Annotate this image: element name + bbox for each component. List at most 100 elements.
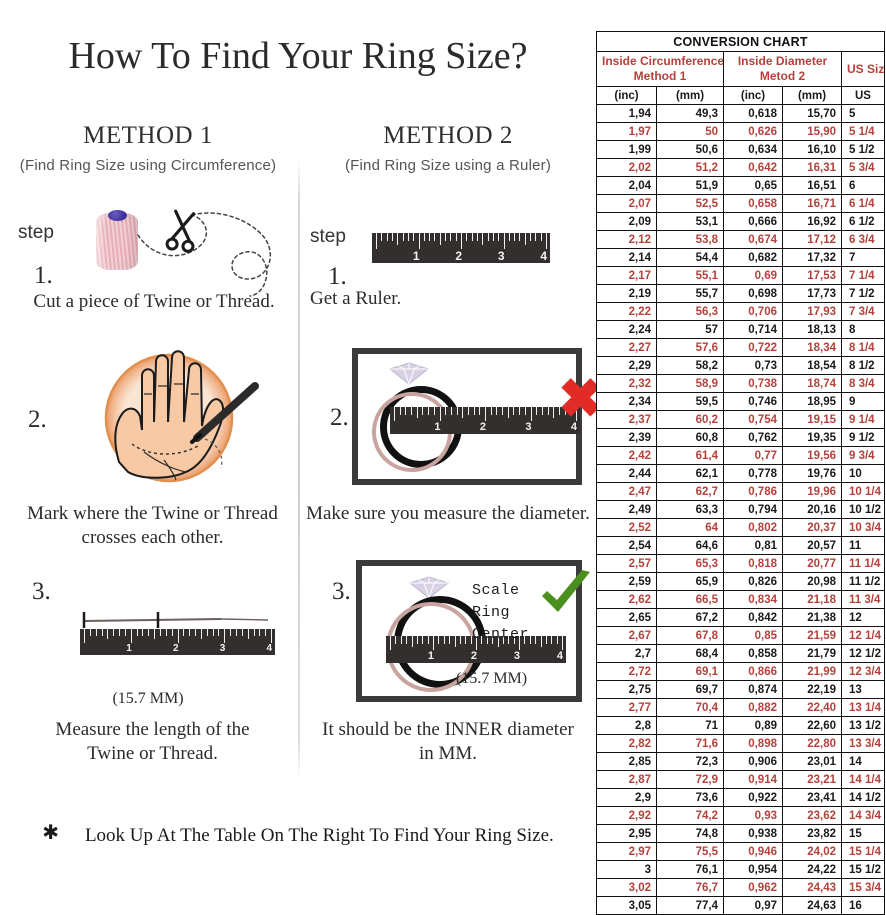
cell-value: 21,79	[782, 644, 842, 663]
cell-us-size: 12	[841, 608, 885, 627]
ruler-tick	[553, 407, 555, 418]
ruler-number: 2	[172, 642, 179, 654]
ruler-tick	[476, 233, 478, 242]
cell-value: 2,57	[596, 554, 657, 573]
ruler-tick	[224, 629, 226, 643]
ruler-tick	[570, 407, 572, 415]
cell-value: 0,962	[723, 878, 783, 897]
ruler-tick	[422, 407, 424, 415]
ruler-tick	[411, 407, 413, 415]
ruler-number: 4	[266, 642, 272, 654]
table-row: 2,95 74,8 0,938 23,82 15	[596, 824, 885, 843]
method-2-step-2-number: 2.	[330, 404, 349, 431]
cell-value: 0,698	[723, 284, 783, 303]
cell-value: 22,19	[782, 680, 842, 699]
cell-value: 64,6	[656, 536, 724, 555]
cell-value: 22,40	[782, 698, 842, 717]
unit-cell: (mm)	[656, 86, 724, 105]
ruler-tick	[470, 636, 472, 644]
cell-value: 60,8	[656, 428, 724, 447]
table-row: 2,04 51,9 0,65 16,51 6	[596, 176, 885, 195]
cell-value: 16,10	[782, 140, 842, 159]
cell-us-size: 10 1/4	[841, 482, 885, 501]
cell-value: 0,826	[723, 572, 783, 591]
ruler-tick	[428, 407, 430, 415]
cell-value: 23,41	[782, 788, 842, 807]
cell-us-size: 11 1/4	[841, 554, 885, 573]
table-row: 2,77 70,4 0,882 22,40 13 1/4	[596, 698, 885, 717]
cell-value: 1,94	[596, 104, 657, 123]
method-1-measure-label: (15.7 MM)	[112, 690, 184, 707]
cell-us-size: 7 1/4	[841, 266, 885, 285]
ruler-tick	[416, 636, 418, 644]
ruler-number: 3	[497, 248, 505, 263]
cell-us-size: 9	[841, 392, 885, 411]
cell-value: 24,63	[782, 896, 842, 915]
cell-us-size: 14 1/4	[841, 770, 885, 789]
cell-value: 57	[656, 320, 724, 339]
method-1-step-2-number: 2.	[28, 406, 47, 433]
cell-value: 16,71	[782, 194, 842, 213]
cell-value: 17,53	[782, 266, 842, 285]
cell-us-size: 6 3/4	[841, 230, 885, 249]
cell-value: 17,12	[782, 230, 842, 249]
table-title: CONVERSION CHART	[596, 31, 885, 52]
ruler-tick	[416, 407, 418, 418]
cell-us-size: 5 1/4	[841, 122, 885, 141]
ruler-tick	[271, 629, 272, 643]
cell-value: 24,22	[782, 860, 842, 879]
ruler-tick	[390, 636, 391, 650]
ruler-tick	[540, 636, 542, 647]
ruler-tick	[386, 233, 388, 242]
scale-label-line-2: Ring Center	[472, 603, 530, 643]
cell-us-size: 6	[841, 176, 885, 195]
table-row: 2,49 63,3 0,794 20,16 10 1/2	[596, 500, 885, 519]
cell-us-size: 14 3/4	[841, 806, 885, 825]
table-row: 2,32 58,9 0,738 18,74 8 3/4	[596, 374, 885, 393]
ruler-tick	[507, 407, 509, 418]
ruler-tick	[241, 629, 243, 637]
cell-value: 2,8	[596, 716, 657, 735]
cell-value: 50,6	[656, 140, 724, 159]
table-row: 2,87 72,9 0,914 23,21 14 1/4	[596, 770, 885, 789]
ruler-number: 2	[479, 421, 486, 434]
cell-value: 0,898	[723, 734, 783, 753]
ruler-number: 4	[570, 421, 577, 434]
method-1-step-1-number: 1.	[34, 262, 53, 289]
table-row: 2,22 56,3 0,706 17,93 7 3/4	[596, 302, 885, 321]
cell-value: 71,6	[656, 734, 724, 753]
cell-value: 23,62	[782, 806, 842, 825]
cell-value: 2,92	[596, 806, 657, 825]
cell-us-size: 16	[841, 896, 885, 915]
cell-us-size: 12 3/4	[841, 662, 885, 681]
group-header-inside-diameter: Inside Diameter Metod 2	[723, 51, 842, 87]
group-header-us-sizes: US Sizes	[841, 51, 885, 87]
cell-value: 1,99	[596, 140, 657, 159]
table-row: 3,02 76,7 0,962 24,43 15 3/4	[596, 878, 885, 897]
table-row: 2,7 68,4 0,858 21,79 12 1/2	[596, 644, 885, 663]
cell-value: 2,62	[596, 590, 657, 609]
cell-value: 66,5	[656, 590, 724, 609]
cell-value: 0,69	[723, 266, 783, 285]
ruler-tick	[513, 636, 515, 644]
cell-value: 0,866	[723, 662, 783, 681]
ruler-number: 1	[126, 642, 132, 654]
ruler-tick	[391, 233, 393, 242]
table-unit-row: (inc) (mm) (inc) (mm) US	[596, 86, 885, 105]
ruler-tick	[508, 636, 510, 644]
cell-value: 0,842	[723, 608, 783, 627]
ruler-tick	[394, 407, 395, 421]
ruler-tick	[113, 629, 115, 637]
ruler-tick	[230, 629, 232, 637]
cell-us-size: 5 1/2	[841, 140, 885, 159]
method-1-step-1-caption: Cut a piece of Twine or Thread.	[33, 291, 275, 312]
method-2-step-2-illustration: 1 2 3 4	[352, 348, 582, 485]
table-row: 2,29 58,2 0,73 18,54 8 1/2	[596, 356, 885, 375]
ruler-tick	[465, 636, 467, 644]
table-row: 2,34 59,5 0,746 18,95 9	[596, 392, 885, 411]
table-row: 2,8 71 0,89 22,60 13 1/2	[596, 716, 885, 735]
cell-value: 20,16	[782, 500, 842, 519]
table-row: 1,97 50 0,626 15,90 5 1/4	[596, 122, 885, 141]
method-2-step-3-caption: It should be the INNER diameter in MM.	[300, 718, 596, 767]
cell-value: 2,44	[596, 464, 657, 483]
